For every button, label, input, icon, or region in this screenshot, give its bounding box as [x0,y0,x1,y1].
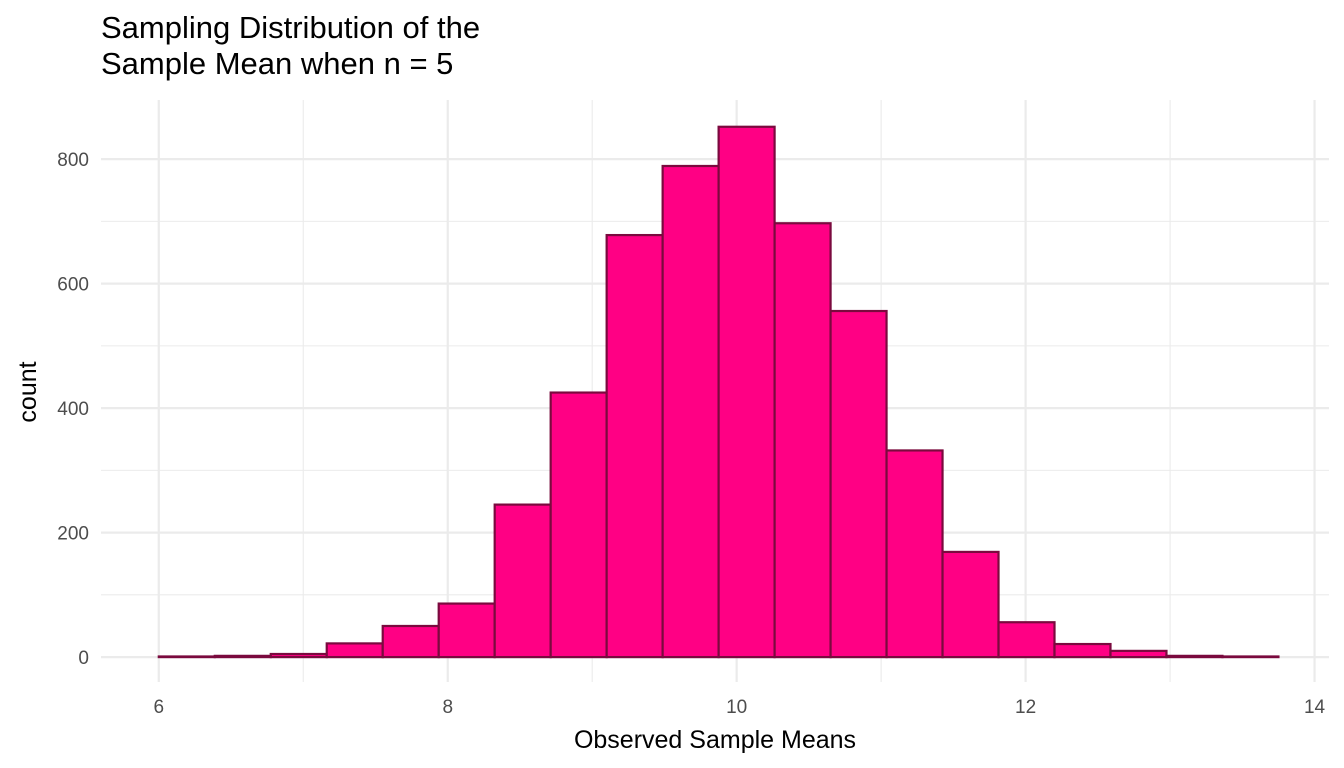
histogram-bar [549,391,608,659]
histogram-bar [717,125,776,659]
y-tick-label: 0 [78,648,89,669]
histogram-bar [1221,655,1280,659]
x-tick-label: 6 [153,697,164,718]
histogram-bar [213,654,272,659]
y-tick-label: 400 [57,399,89,420]
y-axis-ticks: 0 200 400 600 800 [57,150,89,669]
y-axis-label: count [14,361,42,422]
histogram-bar [493,503,552,659]
histogram-bar [773,222,832,659]
histogram-bar [1165,654,1224,659]
histogram-bar [661,164,720,659]
x-tick-label: 14 [1304,697,1326,718]
histogram-bar [605,233,664,659]
histogram-bar [1053,642,1112,659]
histogram-bar [381,624,440,659]
histogram-bar [885,449,944,659]
y-tick-label: 200 [57,524,89,545]
chart-title: Sampling Distribution of the Sample Mean… [101,10,480,82]
histogram-bars [157,125,1280,659]
histogram-bar [997,621,1056,659]
y-tick-label: 800 [57,150,89,171]
chart-title-line-2: Sample Mean when n = 5 [101,46,454,81]
x-axis-ticks: 6 8 10 12 14 [153,697,1325,718]
x-tick-label: 8 [442,697,453,718]
histogram-bar [829,309,888,659]
histogram-bar [437,602,496,659]
histogram-bar [941,550,1000,659]
histogram-bar [1109,649,1168,659]
histogram-bar [269,652,328,659]
x-axis-label: Observed Sample Means [574,726,856,754]
y-tick-label: 600 [57,275,89,296]
chart-title-line-1: Sampling Distribution of the [101,10,481,45]
histogram-bar [157,655,216,659]
x-tick-label: 12 [1015,697,1036,718]
histogram-bar [325,642,384,659]
x-tick-label: 10 [726,697,747,718]
